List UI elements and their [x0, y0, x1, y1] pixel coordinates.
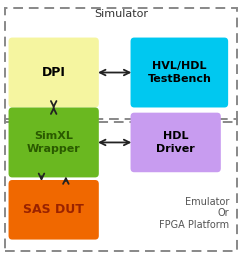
Text: Simulator: Simulator: [94, 9, 148, 19]
FancyBboxPatch shape: [9, 180, 99, 240]
Text: DPI: DPI: [42, 66, 66, 79]
FancyBboxPatch shape: [131, 38, 228, 107]
FancyBboxPatch shape: [131, 113, 221, 172]
Text: Emulator
Or
FPGA Platform: Emulator Or FPGA Platform: [159, 197, 229, 230]
FancyBboxPatch shape: [9, 107, 99, 177]
Text: SimXL
Wrapper: SimXL Wrapper: [27, 131, 81, 154]
FancyBboxPatch shape: [9, 38, 99, 107]
Text: HDL
Driver: HDL Driver: [156, 131, 195, 154]
Text: SAS DUT: SAS DUT: [23, 203, 84, 216]
Text: HVL/HDL
TestBench: HVL/HDL TestBench: [147, 61, 211, 84]
